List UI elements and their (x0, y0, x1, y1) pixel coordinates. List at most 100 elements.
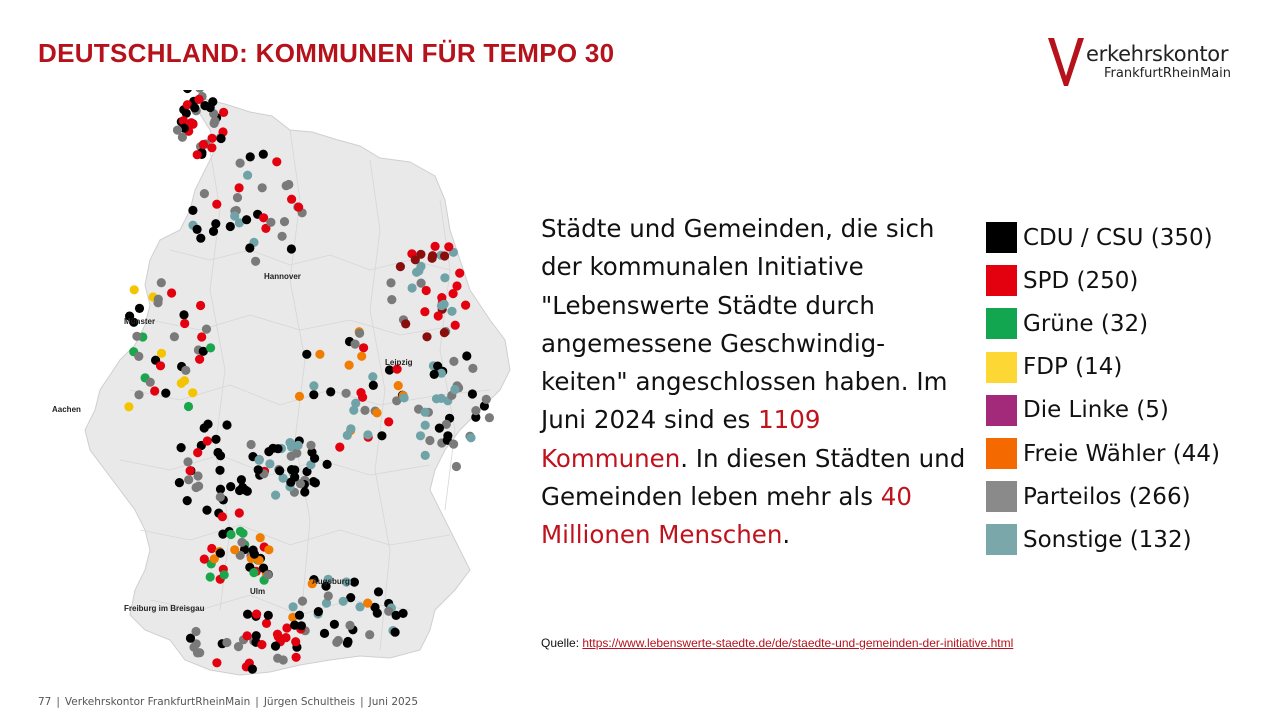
legend-label: Parteilos (266) (1023, 483, 1191, 510)
municipality-dot (273, 444, 283, 454)
municipality-dot (386, 278, 396, 288)
municipality-dot (436, 301, 447, 311)
municipality-dot (134, 351, 144, 361)
municipality-dot (261, 223, 271, 233)
city-label-freiburg: Freiburg im Breisgau (124, 604, 205, 613)
municipality-dot (350, 339, 360, 349)
municipality-dot (355, 328, 365, 338)
municipality-dot (216, 133, 226, 144)
municipality-dot (192, 150, 202, 160)
municipality-dot (355, 602, 365, 612)
municipality-dot (471, 406, 481, 416)
municipality-dot (198, 346, 208, 356)
source-link[interactable]: https://www.lebenswerte-staedte.de/de/st… (582, 636, 1014, 650)
logo-v-mark (1048, 38, 1084, 86)
municipality-dot (249, 568, 259, 578)
municipality-dot (282, 623, 292, 633)
municipality-dot (150, 386, 160, 396)
municipality-dot (310, 453, 320, 463)
municipality-dot (287, 194, 297, 204)
municipality-dot (209, 554, 219, 564)
municipality-dot (440, 251, 450, 261)
municipality-dot (434, 423, 444, 433)
germany-outline (84, 97, 511, 676)
municipality-dot (329, 619, 339, 629)
municipality-dot (265, 459, 275, 469)
municipality-dot (125, 311, 135, 321)
municipality-dot (291, 637, 301, 647)
municipality-dot (181, 365, 191, 375)
municipality-dot (425, 435, 435, 446)
municipality-dot (192, 648, 203, 658)
municipality-dot (176, 378, 186, 388)
municipality-dot (222, 420, 232, 430)
city-label-ulm: Ulm (250, 587, 266, 596)
municipality-dot (215, 451, 226, 461)
municipality-dot (448, 289, 458, 299)
municipality-dot (215, 484, 226, 494)
municipality-dot (322, 459, 332, 469)
municipality-dot (191, 626, 201, 637)
municipality-dot (132, 331, 142, 341)
municipality-dot (174, 478, 184, 488)
municipality-dot (450, 384, 460, 395)
municipality-dot (447, 306, 457, 316)
municipality-dot (428, 251, 438, 261)
municipality-dot (180, 318, 190, 329)
municipality-dot (395, 262, 405, 272)
municipality-dot (238, 528, 248, 538)
municipality-dot (391, 610, 401, 621)
municipality-dot (222, 637, 232, 648)
party-legend: CDU / CSU (350) SPD (250) Grüne (32) FDP… (986, 216, 1220, 562)
municipality-dot (202, 436, 212, 446)
municipality-dot (416, 278, 426, 288)
municipality-dot (188, 205, 198, 215)
municipality-dot (264, 545, 274, 555)
municipality-dot (235, 158, 245, 168)
district-borders (119, 129, 491, 651)
description-part-3: . (782, 520, 791, 550)
municipality-dot (197, 332, 207, 342)
municipality-dot (199, 189, 209, 199)
municipality-dot (295, 479, 305, 489)
municipality-dot (410, 255, 420, 265)
municipality-dot (188, 388, 198, 398)
legend-swatch (986, 265, 1017, 297)
municipality-dot (286, 244, 296, 254)
municipality-dot (198, 139, 208, 150)
municipality-dot (206, 343, 216, 353)
municipality-dot (293, 440, 303, 450)
municipality-dot (372, 608, 382, 618)
municipality-dot (261, 618, 272, 629)
municipality-dot (263, 610, 273, 621)
municipality-dot (390, 627, 400, 637)
footer-author: Jürgen Schultheis (263, 696, 356, 708)
municipality-dot (129, 285, 139, 295)
municipality-dot (257, 183, 267, 193)
municipality-dot (420, 420, 430, 430)
germany-map-svg (84, 83, 511, 676)
verkehrskontor-logo: erkehrskontor FrankfurtRheinMain (1046, 34, 1246, 90)
municipality-dot (272, 629, 283, 639)
municipality-dot (368, 380, 378, 390)
municipality-dot (194, 94, 204, 104)
municipality-dot (234, 183, 244, 193)
municipality-dot (215, 492, 225, 502)
municipality-dot (196, 300, 206, 311)
municipality-dot (271, 490, 281, 500)
logo-wordmark: erkehrskontor (1086, 42, 1229, 66)
municipality-dot (234, 218, 244, 228)
municipality-dot (309, 390, 319, 400)
legend-item-freie-waehler: Freie Wähler (44) (986, 432, 1220, 475)
municipality-dot (277, 231, 287, 241)
municipality-dot (195, 354, 205, 364)
municipality-dot (430, 241, 440, 251)
legend-label: FDP (14) (1023, 354, 1123, 381)
municipality-dot (346, 424, 356, 434)
municipality-dot (181, 108, 191, 118)
footer-date: Juni 2025 (368, 696, 419, 708)
municipality-dot (255, 533, 265, 543)
municipality-dot (345, 620, 355, 631)
municipality-dot (134, 303, 145, 313)
municipality-dot (444, 242, 454, 252)
